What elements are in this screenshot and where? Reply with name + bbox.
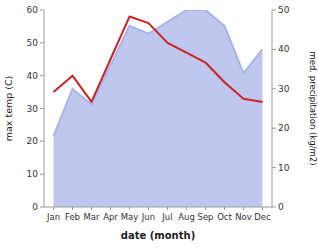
x-tick-label: Oct xyxy=(217,212,232,222)
x-tick-mark xyxy=(91,207,92,210)
x-tick: Mar xyxy=(83,207,100,222)
chart-container: 010203040506001020304050JanFebMarAprMayJ… xyxy=(0,0,318,247)
y2-tick-label: 10 xyxy=(278,163,290,173)
y2-tick-label: 50 xyxy=(278,5,290,15)
x-tick-mark xyxy=(186,207,187,210)
y2-tick: 20 xyxy=(272,123,290,133)
y-tick-label: 30 xyxy=(27,104,39,114)
x-tick-mark xyxy=(53,207,54,210)
temperature-line xyxy=(54,17,263,102)
x-tick-mark xyxy=(110,207,111,210)
x-tick: Aug xyxy=(178,207,195,222)
x-tick-label: Feb xyxy=(65,212,80,222)
y-tick-mark xyxy=(40,141,44,142)
y2-axis-label: med. precipitation (kg/m2) xyxy=(308,51,318,165)
x-tick-label: Nov xyxy=(235,212,252,222)
x-tick-mark xyxy=(167,207,168,210)
y-tick: 0 xyxy=(32,202,44,212)
y2-tick-label: 40 xyxy=(278,44,290,54)
y-tick: 10 xyxy=(27,169,44,179)
chart: 010203040506001020304050JanFebMarAprMayJ… xyxy=(0,0,318,247)
y2-tick-mark xyxy=(272,167,276,168)
x-tick-mark xyxy=(148,207,149,210)
y2-tick-mark xyxy=(272,207,276,208)
x-tick-mark xyxy=(72,207,73,210)
x-axis-label: date (month) xyxy=(121,230,195,241)
y-tick-mark xyxy=(40,174,44,175)
precipitation-area xyxy=(54,10,263,207)
x-tick-mark xyxy=(262,207,263,210)
x-tick: Nov xyxy=(235,207,252,222)
x-tick: Jul xyxy=(161,207,172,222)
y-tick: 40 xyxy=(27,71,44,81)
y-tick-label: 10 xyxy=(27,169,39,179)
x-tick-mark xyxy=(129,207,130,210)
x-tick-label: May xyxy=(121,212,139,222)
x-axis-line xyxy=(44,207,272,208)
y2-tick-label: 0 xyxy=(278,202,284,212)
y-tick-label: 50 xyxy=(27,38,39,48)
y2-tick-mark xyxy=(272,128,276,129)
y-tick: 20 xyxy=(27,136,44,146)
plot-area xyxy=(54,10,263,207)
x-tick-label: Mar xyxy=(83,212,100,222)
x-tick-label: Dec xyxy=(254,212,271,222)
y2-tick-label: 30 xyxy=(278,84,290,94)
x-tick-label: Sep xyxy=(197,212,213,222)
x-tick: Jan xyxy=(46,207,60,222)
y2-tick: 30 xyxy=(272,84,290,94)
y-tick-mark xyxy=(40,207,44,208)
y-tick-label: 20 xyxy=(27,136,39,146)
y-tick-mark xyxy=(40,42,44,43)
y2-tick-mark xyxy=(272,88,276,89)
x-tick-mark xyxy=(224,207,225,210)
x-tick-label: Jan xyxy=(46,212,60,222)
y-tick-mark xyxy=(40,10,44,11)
x-tick-mark xyxy=(243,207,244,210)
x-tick: Jun xyxy=(141,207,155,222)
y2-tick-label: 20 xyxy=(278,123,290,133)
y2-tick: 50 xyxy=(272,5,290,15)
x-tick-label: Apr xyxy=(103,212,118,222)
y2-tick: 40 xyxy=(272,44,290,54)
y-tick: 60 xyxy=(27,5,44,15)
x-tick: Oct xyxy=(217,207,232,222)
y2-axis-line xyxy=(272,10,273,207)
x-tick: Sep xyxy=(197,207,213,222)
y-axis-label: max temp (C) xyxy=(3,76,14,142)
x-tick-mark xyxy=(205,207,206,210)
y2-tick-mark xyxy=(272,10,276,11)
x-tick: May xyxy=(121,207,139,222)
y2-tick: 0 xyxy=(272,202,284,212)
x-tick: Feb xyxy=(65,207,80,222)
y-tick-label: 60 xyxy=(27,5,39,15)
x-tick: Apr xyxy=(103,207,118,222)
precipitation-line xyxy=(54,10,263,136)
y-tick-mark xyxy=(40,108,44,109)
y-tick-label: 0 xyxy=(32,202,38,212)
x-tick: Dec xyxy=(254,207,271,222)
y2-tick-mark xyxy=(272,49,276,50)
y-tick: 50 xyxy=(27,38,44,48)
y-tick-mark xyxy=(40,75,44,76)
y-tick-label: 40 xyxy=(27,71,39,81)
x-tick-label: Jul xyxy=(161,212,172,222)
y-tick: 30 xyxy=(27,104,44,114)
x-tick-label: Aug xyxy=(178,212,195,222)
y2-tick: 10 xyxy=(272,163,290,173)
x-tick-label: Jun xyxy=(141,212,155,222)
